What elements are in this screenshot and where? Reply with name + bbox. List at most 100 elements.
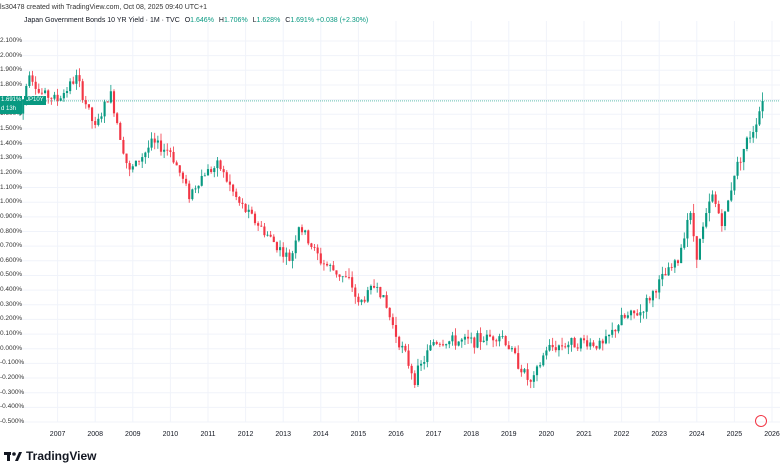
candle-body xyxy=(407,350,410,366)
candle-body xyxy=(376,286,379,288)
candle-body xyxy=(730,190,733,201)
candle-body xyxy=(40,92,43,94)
candle-body xyxy=(752,132,755,138)
open-label: O xyxy=(184,17,191,24)
candle-body xyxy=(34,81,37,89)
candle-body xyxy=(210,169,213,173)
candle-body xyxy=(423,362,426,364)
candle-body xyxy=(326,263,329,266)
candle-body xyxy=(84,100,87,105)
candle-body xyxy=(435,342,438,344)
candle-body xyxy=(238,196,241,203)
candle-body xyxy=(438,343,441,345)
candle-body xyxy=(31,75,34,82)
candle-body xyxy=(689,212,692,220)
y-tick-label: 1.200% xyxy=(0,168,23,176)
candle-body xyxy=(742,149,745,163)
y-tick-label: 1.300% xyxy=(0,154,23,162)
candle-body xyxy=(363,299,366,302)
candle-body xyxy=(329,265,332,266)
candle-body xyxy=(445,344,448,346)
candle-body xyxy=(629,310,633,316)
candle-body xyxy=(53,94,56,99)
candle-body xyxy=(87,104,90,108)
candle-body xyxy=(285,252,288,257)
candle-body xyxy=(720,213,723,227)
candle-body xyxy=(332,265,335,271)
candle-body xyxy=(357,296,360,303)
y-tick-label: -0.500% xyxy=(0,418,25,425)
candle-body xyxy=(623,314,626,318)
x-tick-label: 2012 xyxy=(237,431,254,438)
candle-body xyxy=(598,340,601,349)
candle-body xyxy=(159,140,163,152)
candle-body xyxy=(661,273,664,280)
candle-body xyxy=(539,365,542,367)
candle-body xyxy=(181,172,184,179)
y-tick-label: 1.800% xyxy=(0,80,23,88)
x-tick-label: 2021 xyxy=(576,431,592,438)
candle-body xyxy=(310,243,313,247)
change-value: +0.038 (+2.30%) xyxy=(316,17,369,24)
candle-body xyxy=(266,234,269,236)
candle-body xyxy=(128,163,131,170)
candle-body xyxy=(617,325,620,332)
candle-body xyxy=(122,139,125,154)
candle-body xyxy=(22,99,25,114)
y-tick-label: 1.100% xyxy=(0,183,23,191)
candle-body xyxy=(648,297,651,301)
candle-body xyxy=(81,81,84,101)
candle-body xyxy=(59,98,62,101)
candle-body xyxy=(426,350,429,363)
candle-body xyxy=(225,172,228,182)
candle-body xyxy=(188,183,191,200)
candle-body xyxy=(185,178,188,184)
candle-body xyxy=(608,334,611,337)
candle-body xyxy=(692,212,695,237)
candle-body xyxy=(673,260,676,268)
tradingview-logo-icon xyxy=(4,452,22,461)
candle-body xyxy=(100,116,103,119)
candle-body xyxy=(739,161,742,163)
candle-body xyxy=(253,213,257,224)
candle-body xyxy=(482,340,485,342)
candle-body xyxy=(514,348,517,354)
candle-body xyxy=(448,341,451,345)
candle-body xyxy=(420,363,423,366)
footer-brand[interactable]: TradingView xyxy=(0,446,96,466)
last-price-tag: 1.691% d 13h JP10Y xyxy=(0,96,46,114)
candle-body xyxy=(388,307,391,318)
candle-body xyxy=(604,336,607,344)
candle-body xyxy=(651,291,654,301)
candle-body xyxy=(573,337,576,348)
candle-body xyxy=(664,273,667,276)
candle-body xyxy=(291,253,294,261)
candle-body xyxy=(485,334,488,341)
candle-body xyxy=(106,101,109,103)
candle-body xyxy=(529,379,532,382)
candle-body xyxy=(250,209,253,214)
candle-body xyxy=(163,149,166,152)
candle-body xyxy=(501,336,504,337)
candle-body xyxy=(360,299,363,303)
candle-body xyxy=(723,211,727,227)
candle-body xyxy=(288,252,291,261)
y-tick-label: 1.500% xyxy=(0,124,23,132)
candle-body xyxy=(463,336,466,340)
candle-body xyxy=(338,274,341,277)
candle-body xyxy=(50,97,53,99)
candle-body xyxy=(576,347,579,349)
candle-body xyxy=(244,203,247,212)
candle-body xyxy=(391,317,394,326)
candle-body xyxy=(548,344,551,351)
candle-body xyxy=(398,336,401,348)
candle-body xyxy=(758,111,761,125)
candle-body xyxy=(37,88,40,93)
candle-body xyxy=(683,238,686,248)
x-tick-label: 2020 xyxy=(538,431,555,438)
candle-body xyxy=(354,287,357,297)
instrument-title[interactable]: Japan Government Bonds 10 YR Yield · 1M … xyxy=(24,17,180,24)
candle-body xyxy=(166,149,169,151)
candle-body xyxy=(639,312,642,316)
